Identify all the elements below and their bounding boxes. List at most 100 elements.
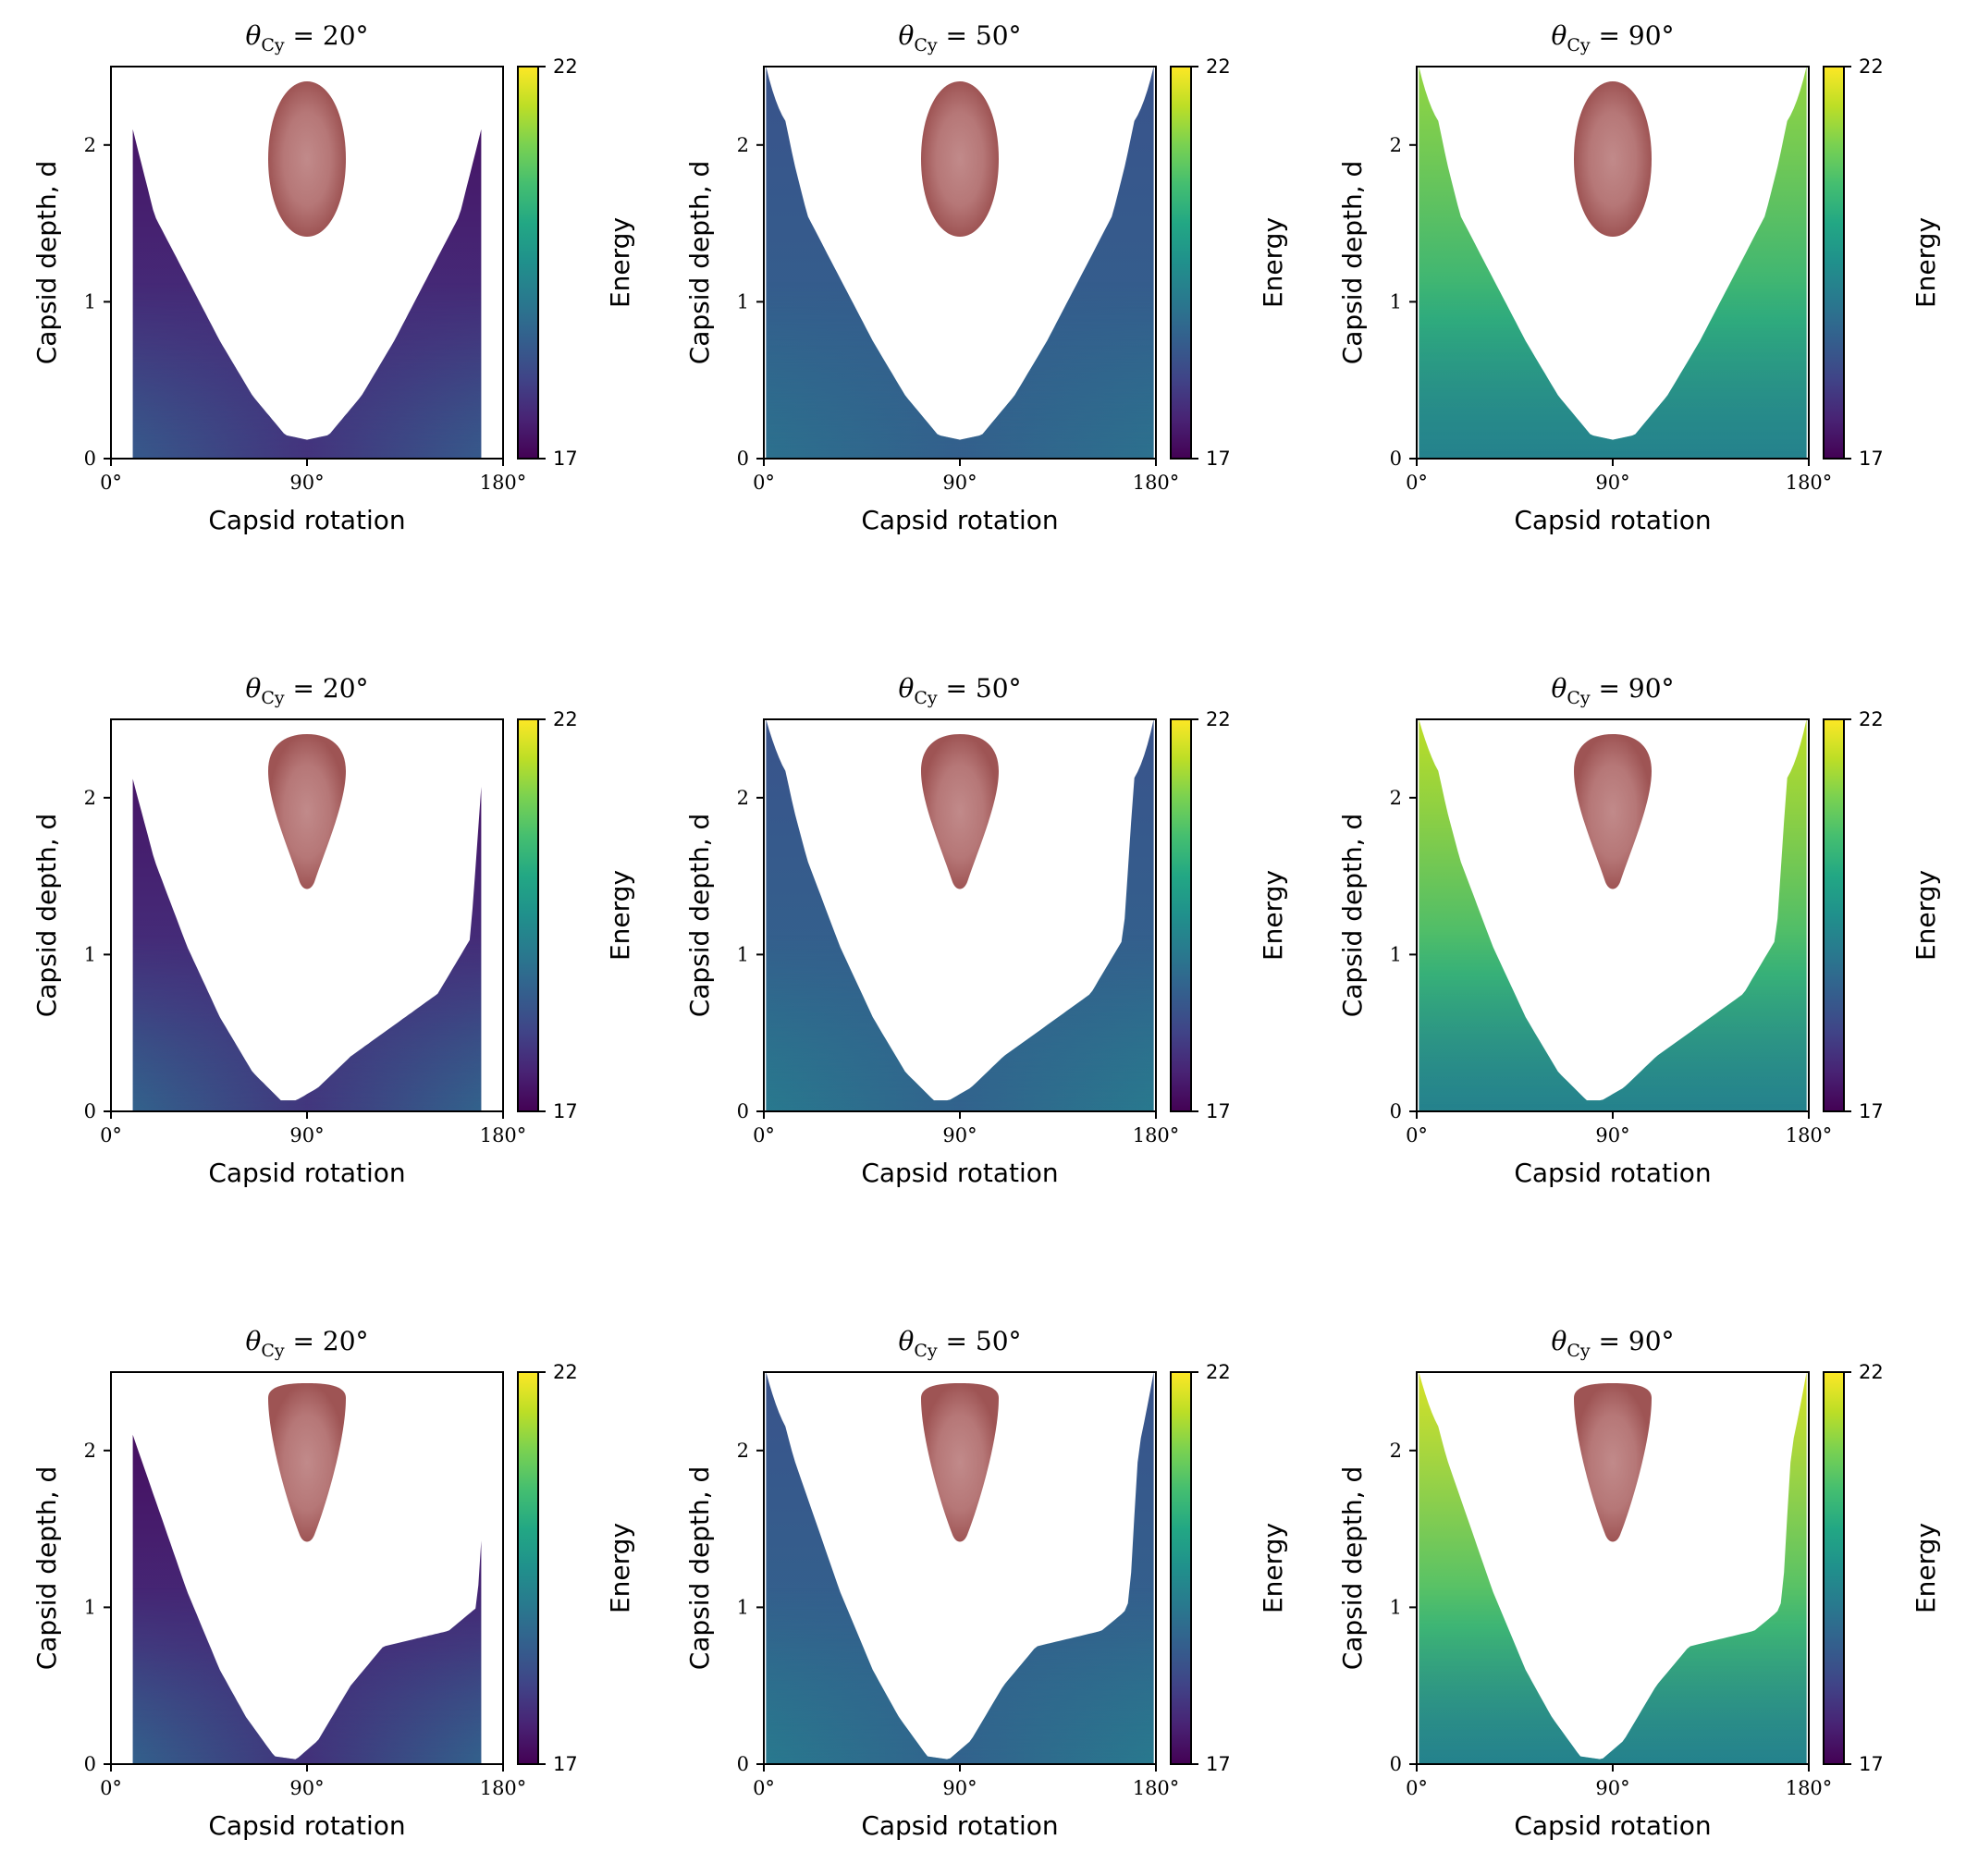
panel-title-subscript: Cy: [261, 1341, 285, 1361]
x-tick-label: 90°: [942, 1777, 977, 1799]
y-tick-label: 0: [1390, 448, 1402, 470]
colorbar-tick-label: 17: [1859, 1100, 1884, 1122]
panel-title-value: = 20°: [285, 20, 369, 51]
panel-title: θCy = 20°: [245, 1326, 368, 1361]
panel-title-value: = 50°: [938, 673, 1022, 704]
colorbar: [1823, 718, 1845, 1112]
y-tick-label: 2: [1390, 787, 1402, 809]
capsid-icon: [1574, 1383, 1652, 1542]
colorbar: [517, 718, 539, 1112]
panel-title-symbol: θ: [1551, 673, 1567, 704]
y-tick-label: 0: [84, 448, 96, 470]
y-axis-label: Capsid depth, d: [684, 814, 715, 1018]
energy-field-shading: [1419, 719, 1807, 1111]
capsid-icon: [921, 734, 999, 889]
energy-field-shading: [766, 67, 1154, 459]
colorbar-tick-label: 17: [1859, 1753, 1884, 1775]
capsid-icon: [268, 81, 346, 237]
capsid-icon: [921, 81, 999, 237]
x-tick-label: 180°: [1133, 1777, 1180, 1799]
y-tick-label: 0: [84, 1100, 96, 1122]
panel-r1-c1: 0° 90° 180° 0 1 2 Capsid rotation Capsid depth,…: [31, 20, 635, 535]
colorbar-tick-label: 22: [553, 55, 578, 78]
y-axis-label: Capsid depth, d: [31, 1466, 62, 1671]
x-tick-label: 0°: [1406, 1777, 1428, 1799]
panel-title-symbol: θ: [245, 20, 261, 51]
panel-title-symbol: θ: [245, 1326, 261, 1356]
y-axis-label: Capsid depth, d: [31, 161, 62, 365]
x-tick-label: 0°: [753, 472, 775, 494]
colorbar-label: Energy: [1258, 217, 1288, 308]
energy-field-shading: [132, 129, 482, 459]
y-tick-label: 0: [84, 1753, 96, 1775]
panel-title-value: = 90°: [1591, 673, 1675, 704]
y-tick-label: 2: [737, 1440, 749, 1462]
x-tick-label: 180°: [1786, 472, 1833, 494]
panel-title: θCy = 90°: [1551, 673, 1674, 708]
energy-field-shading: [1419, 67, 1807, 459]
panel-title-symbol: θ: [898, 1326, 914, 1356]
panel-title: θCy = 20°: [245, 20, 368, 55]
y-axis-label: Capsid depth, d: [684, 161, 715, 365]
panel-title-subscript: Cy: [1567, 1341, 1591, 1361]
y-tick-label: 1: [737, 290, 749, 313]
x-tick-label: 90°: [1595, 472, 1629, 494]
colorbar: [1170, 1371, 1192, 1765]
x-tick-label: 180°: [480, 1777, 527, 1799]
x-tick-label: 0°: [100, 1124, 122, 1146]
colorbar: [517, 1371, 539, 1765]
colorbar: [1170, 66, 1192, 460]
panel-title-value: = 90°: [1591, 20, 1675, 51]
colorbar-tick-label: 22: [1859, 708, 1884, 730]
y-tick-label: 0: [1390, 1753, 1402, 1775]
colorbar: [1170, 718, 1192, 1112]
energy-field-shading: [132, 1434, 482, 1764]
y-tick-label: 2: [737, 134, 749, 156]
y-tick-label: 1: [1390, 1596, 1402, 1618]
colorbar-tick-label: 22: [1859, 55, 1884, 78]
panels-container: 0° 90° 180° 0 1 2 Capsid rotation Capsid depth,…: [31, 20, 1941, 1841]
x-tick-label: 90°: [289, 1777, 324, 1799]
panel-title: θCy = 50°: [898, 673, 1021, 708]
y-tick-label: 0: [737, 1100, 749, 1122]
y-tick-label: 1: [84, 943, 96, 965]
x-axis-label: Capsid rotation: [208, 505, 405, 535]
panel-title-symbol: θ: [245, 673, 261, 704]
x-axis-label: Capsid rotation: [1514, 1810, 1711, 1841]
energy-field-shading: [766, 719, 1154, 1111]
colorbar: [517, 66, 539, 460]
x-tick-label: 180°: [480, 472, 527, 494]
panel-r2-c1: 0° 90° 180° 0 1 2 Capsid rotation Capsid depth,…: [31, 673, 635, 1188]
colorbar-label: Energy: [605, 1523, 635, 1613]
panel-title: θCy = 50°: [898, 1326, 1021, 1361]
panel-title-symbol: θ: [1551, 20, 1567, 51]
capsid-icon: [1574, 734, 1652, 889]
x-axis-label: Capsid rotation: [861, 505, 1058, 535]
y-tick-label: 2: [737, 787, 749, 809]
panel-title-subscript: Cy: [914, 688, 938, 708]
panel-title-value: = 20°: [285, 1326, 369, 1356]
colorbar-tick-label: 22: [1206, 55, 1231, 78]
panel-title-subscript: Cy: [914, 1341, 938, 1361]
colorbar-label: Energy: [605, 217, 635, 308]
colorbar-tick-label: 17: [553, 1100, 578, 1122]
panel-r3-c2: 0° 90° 180° 0 1 2 Capsid rotation Capsid depth,…: [684, 1326, 1288, 1841]
y-axis-label: Capsid depth, d: [1337, 1466, 1368, 1671]
colorbar-tick-label: 22: [553, 708, 578, 730]
y-tick-label: 2: [84, 787, 96, 809]
x-tick-label: 180°: [480, 1124, 527, 1146]
colorbar-tick-label: 17: [1206, 1753, 1231, 1775]
x-tick-label: 0°: [1406, 472, 1428, 494]
colorbar-tick-label: 17: [1206, 448, 1231, 470]
colorbar-tick-label: 17: [1206, 1100, 1231, 1122]
panel-title-subscript: Cy: [261, 688, 285, 708]
panel-title: θCy = 50°: [898, 20, 1021, 55]
colorbar: [1823, 66, 1845, 460]
x-tick-label: 180°: [1133, 1124, 1180, 1146]
colorbar-tick-label: 17: [553, 448, 578, 470]
colorbar-tick-label: 22: [1206, 1361, 1231, 1383]
panel-title-value: = 50°: [938, 20, 1022, 51]
x-tick-label: 0°: [100, 1777, 122, 1799]
colorbar-tick-label: 22: [553, 1361, 578, 1383]
